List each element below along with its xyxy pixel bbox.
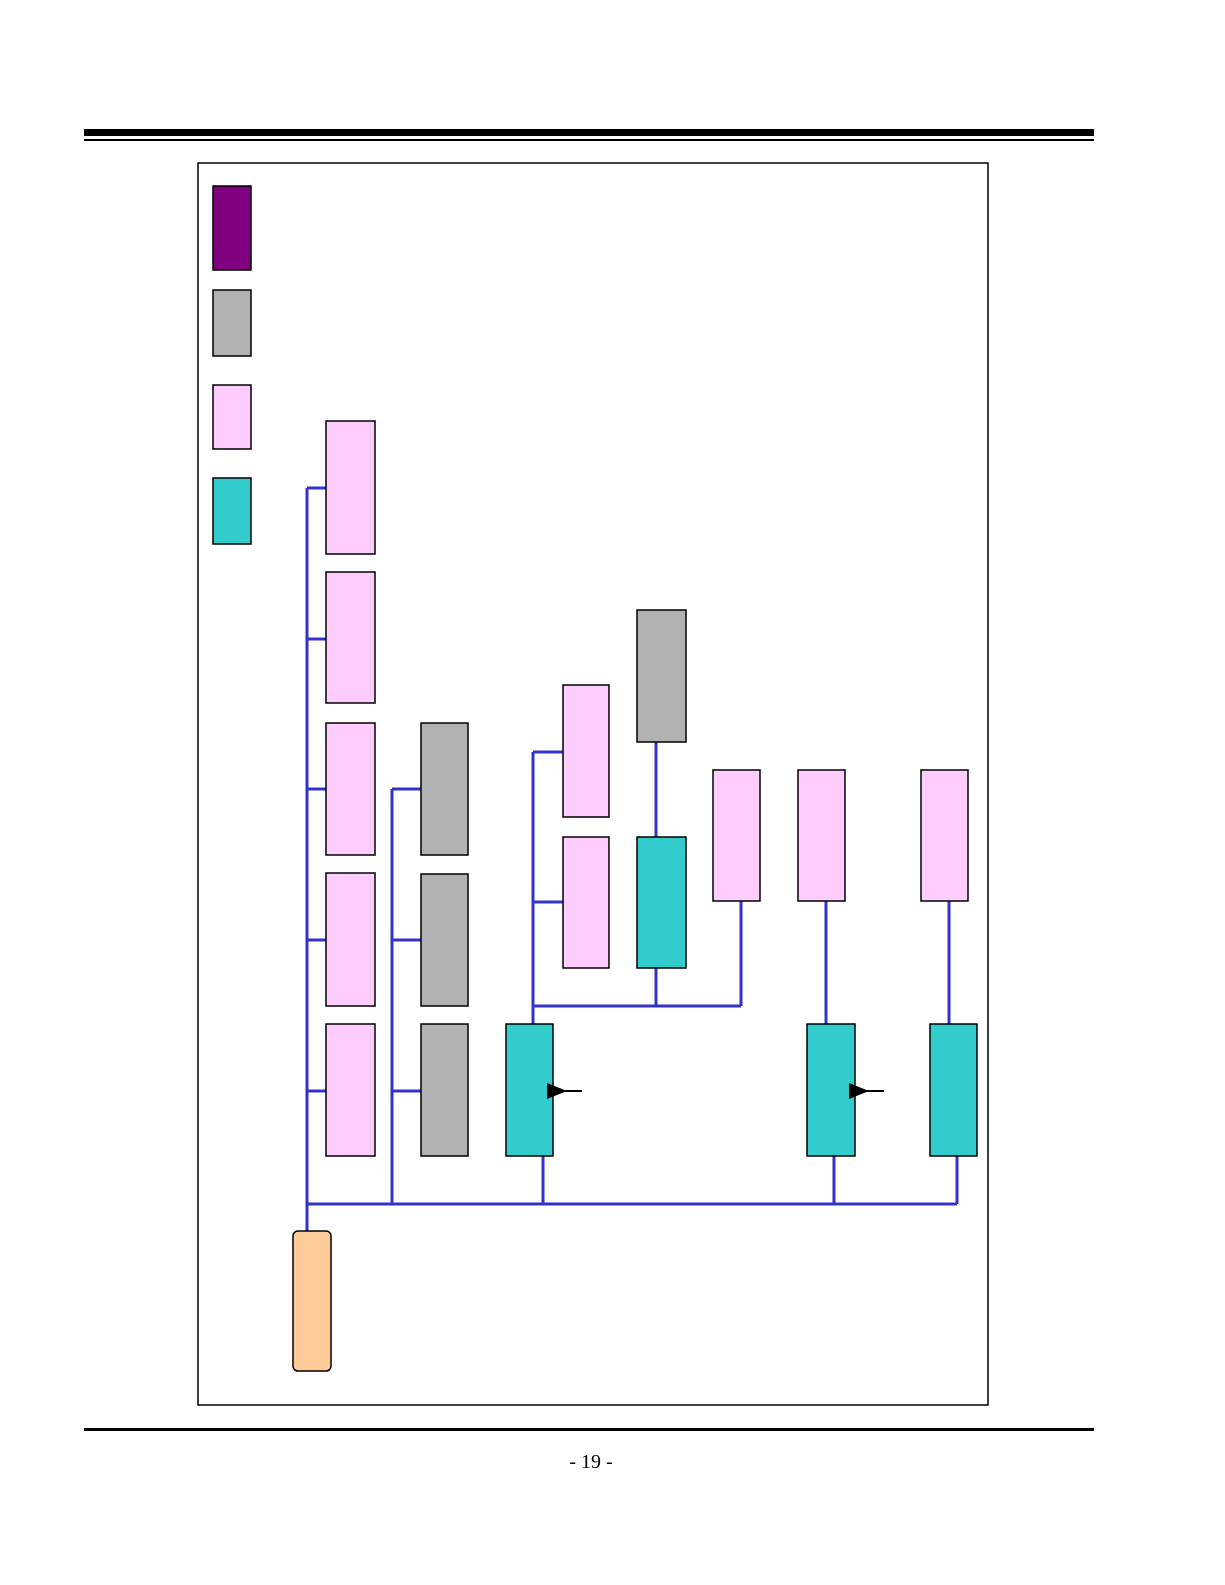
page-number: - 19 - bbox=[569, 1451, 612, 1473]
footer-rule bbox=[84, 1428, 1094, 1431]
diagram-frame bbox=[197, 162, 989, 1406]
diagram-boxes bbox=[292, 420, 978, 1372]
connectors bbox=[305, 486, 959, 1231]
legend bbox=[212, 185, 252, 545]
header-rules bbox=[84, 129, 1094, 141]
